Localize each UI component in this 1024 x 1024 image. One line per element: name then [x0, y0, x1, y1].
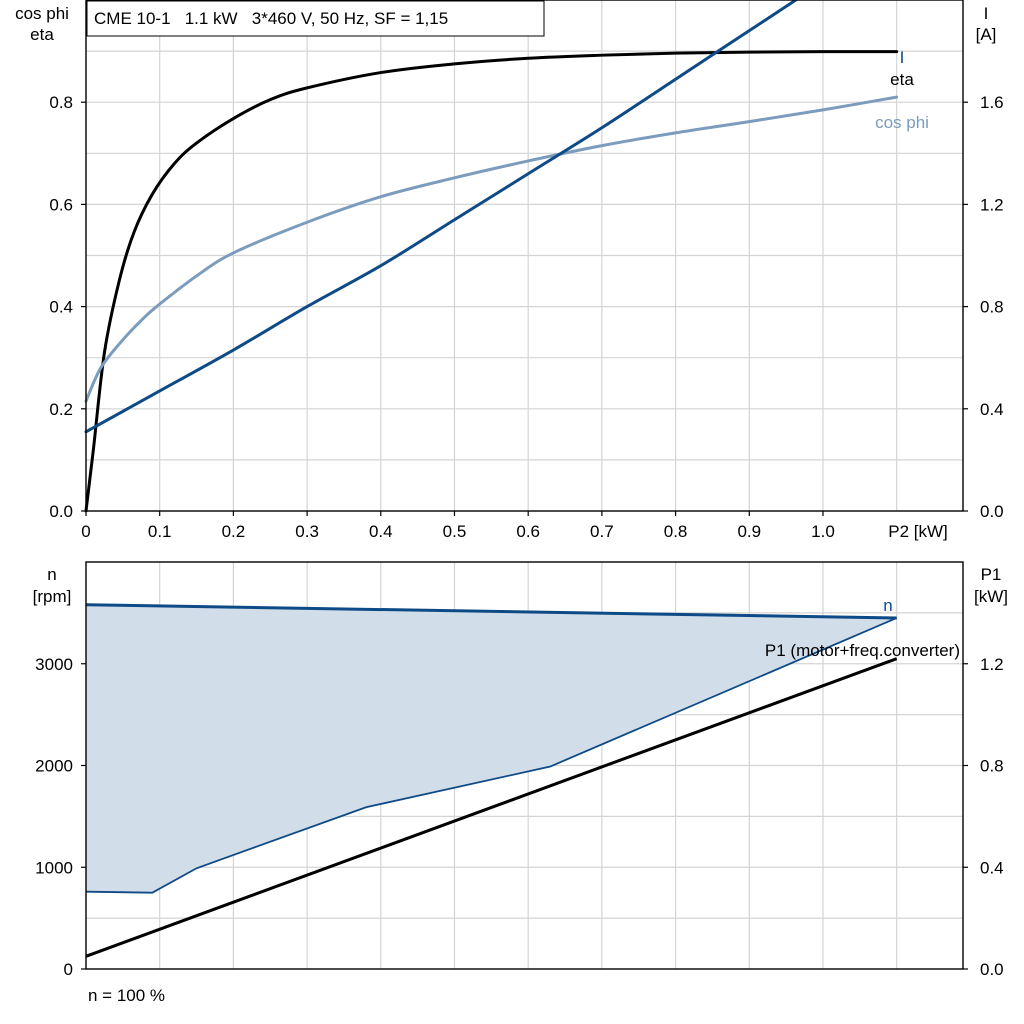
bottom-left-tick-label: 0 — [64, 960, 73, 979]
top-left-tick-label: 0.4 — [49, 298, 73, 317]
top-left-tick-label: 0.6 — [49, 195, 73, 214]
bottom-right-tick-label: 1.2 — [980, 655, 1004, 674]
bottom-series-group — [85, 603, 898, 958]
top-tick-group: 0 0.1 0.2 0.3 0.4 0.5 0.6 0.7 0.8 0.9 1.0 0.0 0.2 0.4… — [49, 93, 1003, 541]
top-right-tick-label: 0.8 — [980, 298, 1004, 317]
top-left-tick-label: 0.8 — [49, 93, 73, 112]
top-left-axis-label-2: eta — [30, 25, 54, 44]
top-x-tick-label: 0.2 — [222, 522, 246, 541]
top-right-tick-label: 1.6 — [980, 93, 1004, 112]
top-right-axis-label-2: [A] — [976, 25, 997, 44]
bottom-right-tick-label: 0.4 — [980, 858, 1004, 877]
top-right-axis-label-1: I — [984, 4, 989, 23]
speed-line — [85, 603, 897, 620]
series-label-p1: P1 (motor+freq.converter) — [765, 641, 960, 660]
top-x-tick-label: 0.3 — [295, 522, 319, 541]
bottom-panel: 0 1000 2000 3000 0.0 0.4 0.8 1.2 n [rpm] P1 [kW… — [33, 561, 1008, 1005]
top-title-box — [86, 0, 545, 37]
top-x-tick-label: 0.5 — [443, 522, 467, 541]
bottom-left-axis-label-1: n — [47, 565, 56, 584]
top-x-axis-label: P2 [kW] — [888, 522, 948, 541]
min-speed-line — [85, 617, 898, 894]
series-label-n: n — [883, 596, 892, 615]
bottom-right-tick-label: 0.8 — [980, 757, 1004, 776]
bottom-left-tick-label: 2000 — [35, 757, 73, 776]
footer-note: n = 100 % — [88, 986, 165, 1005]
top-x-tick-label: 0.4 — [369, 522, 393, 541]
series-label-cos-phi: cos phi — [875, 113, 929, 132]
p1-power-line — [85, 657, 898, 958]
bottom-left-tick-label: 3000 — [35, 655, 73, 674]
top-x-tick-label: 0.6 — [516, 522, 540, 541]
current-curve — [84, 0, 799, 434]
top-x-tick-label: 0.7 — [590, 522, 614, 541]
top-right-tick-label: 0.0 — [980, 502, 1004, 521]
series-label-eta: eta — [890, 70, 914, 89]
top-left-axis-label-1: cos phi — [15, 4, 69, 23]
top-series-group — [84, 0, 899, 513]
top-plot-frame — [85, 0, 964, 512]
top-panel: 0 0.1 0.2 0.3 0.4 0.5 0.6 0.7 0.8 0.9 1.0 0.0 0.2 0.4… — [15, 0, 1004, 541]
top-x-tick-label: 0 — [81, 522, 90, 541]
bottom-left-tick-label: 1000 — [35, 858, 73, 877]
top-gridlines — [86, 0, 963, 511]
bottom-right-axis-label-2: [kW] — [974, 587, 1008, 606]
top-x-tick-label: 0.8 — [664, 522, 688, 541]
top-x-tick-label: 0.1 — [148, 522, 172, 541]
bottom-left-axis-label-2: [rpm] — [33, 587, 72, 606]
cos-phi-curve — [84, 95, 899, 403]
speed-range-area — [86, 604, 897, 893]
top-right-tick-label: 1.2 — [980, 195, 1004, 214]
top-x-tick-label: 1.0 — [811, 522, 835, 541]
top-right-tick-label: 0.4 — [980, 400, 1004, 419]
bottom-tick-group: 0 1000 2000 3000 0.0 0.4 0.8 1.2 — [35, 655, 1003, 979]
bottom-right-axis-label-1: P1 — [981, 565, 1002, 584]
eta-curve — [84, 50, 899, 513]
top-left-tick-label: 0.2 — [49, 400, 73, 419]
series-label-current: I — [900, 48, 905, 67]
bottom-right-tick-label: 0.0 — [980, 960, 1004, 979]
top-left-tick-label: 0.0 — [49, 502, 73, 521]
top-chart-title: CME 10-1 1.1 kW 3*460 V, 50 Hz, SF = 1,1… — [94, 9, 448, 28]
top-x-tick-label: 0.9 — [737, 522, 761, 541]
